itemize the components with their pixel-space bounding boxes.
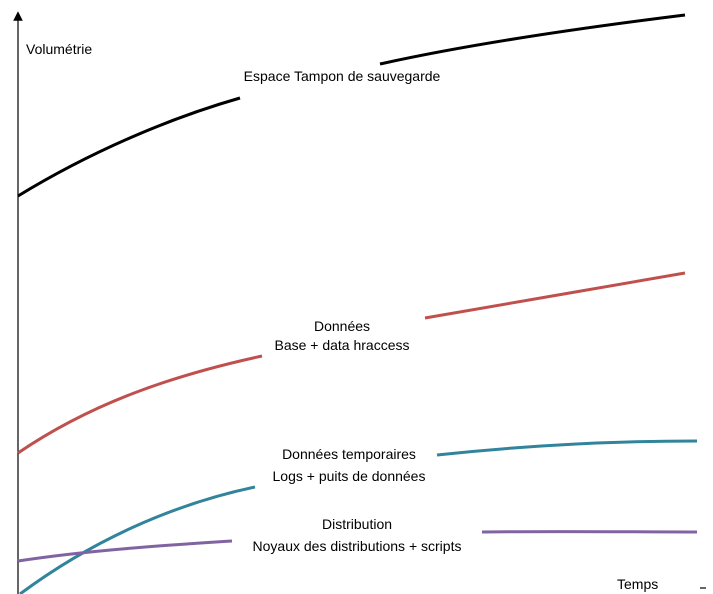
data-curve-left <box>17 354 263 455</box>
data-label-1: Données <box>314 318 370 334</box>
distrib-label-1: Distribution <box>322 516 392 532</box>
data-label-2: Base + data hraccess <box>274 337 409 353</box>
temp-curve-left <box>19 485 256 594</box>
data-curve-right <box>424 271 686 320</box>
x-axis-label: Temps <box>617 576 658 592</box>
temp-label-1: Données temporaires <box>282 446 416 462</box>
distrib-curve-left <box>17 539 233 563</box>
backup-label: Espace Tampon de sauvegarde <box>244 68 441 84</box>
temp-label-2: Logs + puits de données <box>273 468 426 484</box>
y-axis-label: Volumétrie <box>26 41 92 57</box>
backup-curve <box>17 96 241 198</box>
temp-curve-right <box>436 439 698 457</box>
distrib-label-2: Noyaux des distributions + scripts <box>253 538 462 554</box>
backup-curve-right <box>379 13 686 66</box>
